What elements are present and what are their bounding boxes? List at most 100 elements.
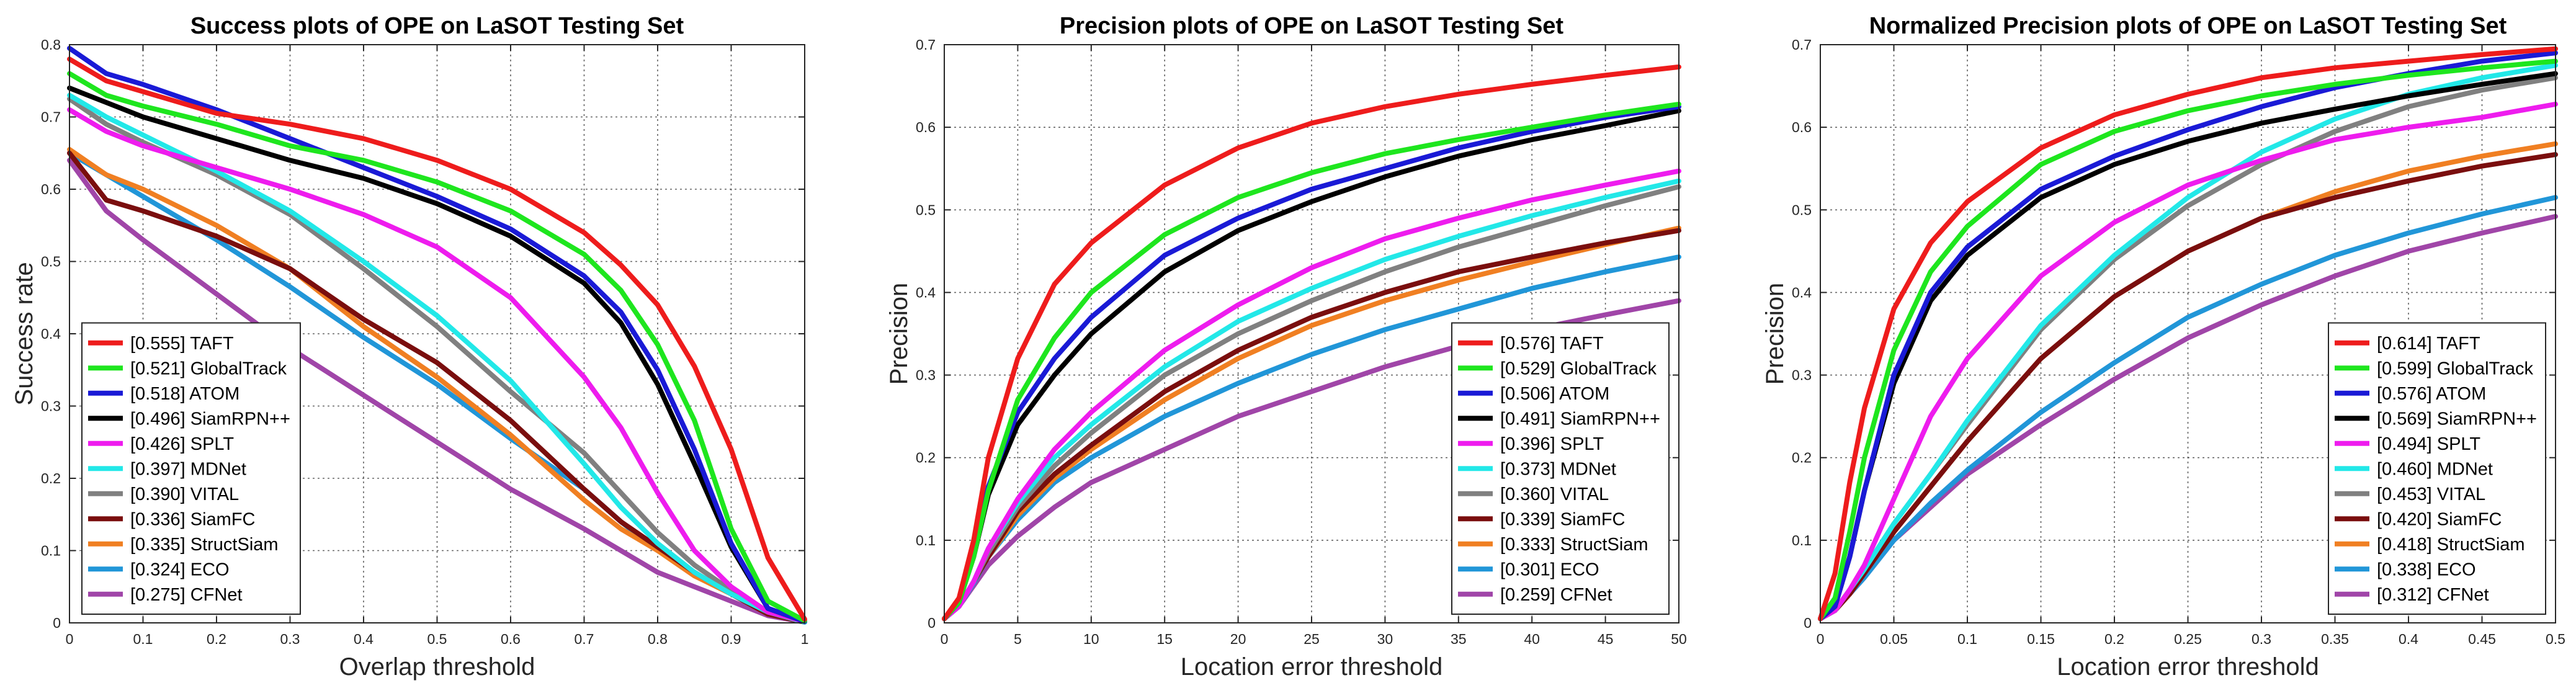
x-tick-label: 0.1	[133, 631, 153, 647]
y-tick-label: 0.3	[916, 367, 936, 383]
y-tick-label: 0.2	[1792, 450, 1812, 466]
series-group	[1818, 46, 2558, 622]
x-tick-label: 0.1	[1957, 631, 1977, 647]
y-tick-label: 0.5	[916, 202, 936, 218]
legend-label: [0.494] SPLT	[2377, 434, 2480, 454]
legend-item-GlobalTrack: [0.529] GlobalTrack	[1458, 359, 1657, 378]
legend-item-SiamRPN++: [0.569] SiamRPN++	[2335, 409, 2537, 429]
legend-label: [0.360] VITAL	[1500, 485, 1609, 504]
x-tick-label: 0.3	[280, 631, 300, 647]
legend-label: [0.301] ECO	[1500, 560, 1599, 579]
legend-label: [0.569] SiamRPN++	[2377, 409, 2537, 429]
legend-item-SiamRPN++: [0.491] SiamRPN++	[1458, 409, 1660, 429]
legend-label: [0.396] SPLT	[1500, 434, 1604, 454]
legend-item-ECO: [0.338] ECO	[2335, 560, 2476, 579]
y-tick-label: 0.7	[916, 37, 936, 53]
chart-title: Success plots of OPE on LaSOT Testing Se…	[190, 13, 684, 39]
y-axis-label: Precision	[1761, 283, 1789, 385]
x-tick-label: 0.05	[1880, 631, 1908, 647]
legend-label: [0.373] MDNet	[1500, 459, 1616, 479]
y-tick-label: 0.6	[916, 119, 936, 135]
series-line-SPLT	[942, 168, 1681, 622]
x-tick-label: 45	[1598, 631, 1614, 647]
y-tick-label: 0.5	[41, 254, 61, 270]
x-tick-label: 0.8	[648, 631, 668, 647]
y-tick-label: 0.8	[41, 37, 61, 53]
y-tick-label: 0.2	[916, 450, 936, 466]
x-tick-label: 40	[1524, 631, 1540, 647]
y-tick-label: 0.1	[1792, 532, 1812, 548]
legend-label: [0.521] GlobalTrack	[130, 359, 287, 378]
series-line-ATOM	[67, 45, 807, 624]
x-tick-label: 0.4	[2399, 631, 2418, 647]
legend-label: [0.576] TAFT	[1500, 334, 1604, 354]
legend-label: [0.599] GlobalTrack	[2377, 359, 2533, 378]
x-tick-label: 50	[1671, 631, 1687, 647]
legend-label: [0.397] MDNet	[130, 459, 246, 479]
legend-item-SiamRPN++: [0.496] SiamRPN++	[88, 409, 290, 429]
x-tick-label: 0.35	[2321, 631, 2349, 647]
legend: [0.576] TAFT [0.529] GlobalTrack [0.506] A…	[1451, 322, 1670, 615]
legend-label: [0.426] SPLT	[130, 434, 234, 454]
series-line-SPLT	[1818, 101, 2558, 622]
legend-item-MDNet: [0.397] MDNet	[88, 459, 246, 479]
series-line-GlobalTrack	[67, 71, 807, 623]
legend-item-ATOM: [0.576] ATOM	[2335, 384, 2486, 404]
chart-panel-3: 0 0.05 0.1 0.15 0.2 0.25 0.3 0.35 0.4 0.45 0.5 0 0.1…	[1761, 13, 2565, 681]
legend-item-SPLT: [0.426] SPLT	[88, 434, 234, 454]
x-tick-label: 0.45	[2468, 631, 2496, 647]
legend-item-MDNet: [0.460] MDNet	[2335, 459, 2493, 479]
series-group	[67, 45, 807, 625]
y-tick-label: 0.3	[41, 398, 61, 414]
chart-title: Normalized Precision plots of OPE on LaS…	[1869, 13, 2507, 39]
y-tick-label: 0.1	[916, 532, 936, 548]
x-tick-label: 35	[1451, 631, 1467, 647]
x-tick-label: 1	[801, 631, 809, 647]
series-line-MDNet	[67, 92, 807, 625]
x-tick-label: 30	[1377, 631, 1393, 647]
y-axis-label: Success rate	[11, 262, 38, 405]
x-tick-label: 0.7	[575, 631, 594, 647]
x-tick-label: 0	[66, 631, 74, 647]
x-tick-label: 25	[1304, 631, 1320, 647]
legend-item-SPLT: [0.494] SPLT	[2335, 434, 2480, 454]
series-line-GlobalTrack	[942, 101, 1681, 622]
legend: [0.555] TAFT [0.521] GlobalTrack [0.518] A…	[81, 322, 301, 615]
legend-item-TAFT: [0.576] TAFT	[1458, 334, 1604, 354]
series-line-GlobalTrack	[1818, 58, 2558, 622]
legend-label: [0.518] ATOM	[130, 384, 239, 404]
legend-item-CFNet: [0.275] CFNet	[88, 585, 243, 605]
x-axis-label: Location error threshold	[2057, 653, 2319, 681]
x-tick-label: 0.4	[354, 631, 373, 647]
series-line-SiamRPN++	[67, 85, 807, 624]
y-tick-label: 0.6	[1792, 119, 1812, 135]
legend: [0.614] TAFT [0.599] GlobalTrack [0.576] A…	[2328, 322, 2546, 615]
x-tick-label: 0.6	[501, 631, 521, 647]
legend-label: [0.506] ATOM	[1500, 384, 1609, 404]
legend-item-StructSiam: [0.418] StructSiam	[2335, 535, 2525, 555]
y-tick-label: 0	[1804, 615, 1812, 631]
legend-item-VITAL: [0.453] VITAL	[2335, 485, 2485, 504]
x-tick-label: 5	[1014, 631, 1022, 647]
x-tick-label: 0.25	[2174, 631, 2202, 647]
x-tick-label: 0.2	[2104, 631, 2124, 647]
y-tick-label: 0.4	[1792, 284, 1812, 300]
legend-item-SPLT: [0.396] SPLT	[1458, 434, 1604, 454]
legend-item-ECO: [0.301] ECO	[1458, 560, 1599, 579]
series-line-TAFT	[1818, 46, 2558, 622]
legend-item-GlobalTrack: [0.521] GlobalTrack	[88, 359, 287, 378]
legend-label: [0.418] StructSiam	[2377, 535, 2525, 555]
legend-label: [0.339] SiamFC	[1500, 509, 1625, 529]
y-tick-label: 0.3	[1792, 367, 1812, 383]
legend-item-TAFT: [0.555] TAFT	[88, 334, 234, 354]
x-tick-label: 0.5	[427, 631, 447, 647]
series-line-TAFT	[942, 64, 1681, 622]
y-tick-label: 0.4	[41, 326, 61, 342]
chart-panel-1: 0 0.1 0.2 0.3 0.4 0.5 0.6 0.7 0.8 0.9 1 0 0.1 0.2 0.3 0…	[11, 13, 808, 681]
x-tick-label: 0.15	[2027, 631, 2055, 647]
legend-label: [0.496] SiamRPN++	[130, 409, 290, 429]
legend-label: [0.324] ECO	[130, 560, 230, 579]
legend-label: [0.529] GlobalTrack	[1500, 359, 1657, 378]
x-tick-label: 0.5	[2546, 631, 2565, 647]
